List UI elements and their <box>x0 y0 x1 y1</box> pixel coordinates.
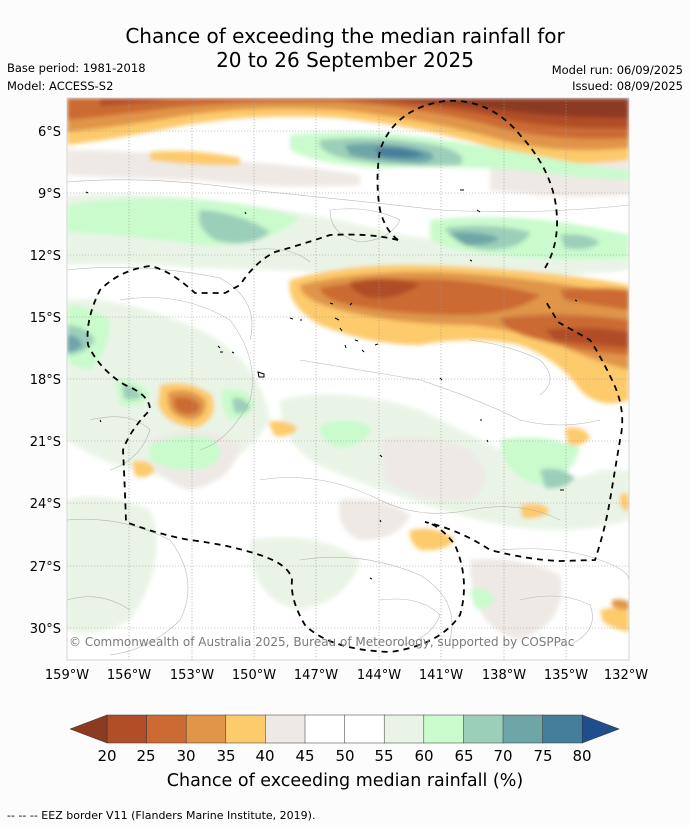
colorbar-title: Chance of exceeding median rainfall (%) <box>166 771 524 791</box>
lon-label: 156°W <box>107 668 151 683</box>
colorbar <box>69 714 620 744</box>
colorbar-tick: 30 <box>176 747 195 765</box>
colorbar-tick: 40 <box>255 747 274 765</box>
lat-label: 21°S <box>30 435 61 450</box>
colorbar-ticks: 20 25 30 35 40 45 50 55 60 65 70 75 80 <box>97 747 591 765</box>
lat-label: 12°S <box>30 249 61 264</box>
colorbar-tick: 20 <box>97 747 116 765</box>
colorbar-tick: 75 <box>533 747 552 765</box>
colorbar-tick: 60 <box>414 747 433 765</box>
copyright-notice: © Commonwealth of Australia 2025, Bureau… <box>69 635 574 649</box>
lon-label: 132°W <box>604 668 648 683</box>
colorbar-tick: 80 <box>572 747 591 765</box>
longitude-axis: 159°W 156°W 153°W 150°W 147°W 144°W 141°… <box>45 668 648 683</box>
lon-label: 150°W <box>232 668 276 683</box>
colorbar-max-arrow <box>581 714 620 744</box>
lon-label: 135°W <box>544 668 588 683</box>
colorbar-segment <box>304 714 346 744</box>
islands <box>85 189 578 580</box>
colorbar-tick: 35 <box>216 747 235 765</box>
gridlines <box>67 98 629 660</box>
base-period: Base period: 1981-2018 <box>7 61 146 75</box>
colorbar-segment <box>106 714 148 744</box>
colorbar-segment <box>344 714 385 744</box>
lon-label: 159°W <box>45 668 89 683</box>
colorbar-min-arrow <box>69 714 108 744</box>
colorbar-tick: 55 <box>374 747 393 765</box>
eez-border <box>86 99 624 653</box>
colorbar-tick: 65 <box>454 747 473 765</box>
colorbar-segment <box>542 714 583 744</box>
colorbar-segment <box>502 714 544 744</box>
latitude-axis: 6°S 9°S 12°S 15°S 18°S 21°S 24°S 27°S 30… <box>30 125 61 637</box>
lon-label: 147°W <box>294 668 338 683</box>
lat-label: 15°S <box>30 311 61 326</box>
colorbar-segment <box>423 714 465 744</box>
colorbar-segment <box>383 714 425 744</box>
colorbar-tick: 50 <box>335 747 354 765</box>
lon-label: 138°W <box>482 668 526 683</box>
title-line-2: 20 to 26 September 2025 <box>216 48 474 72</box>
lat-label: 24°S <box>30 497 61 512</box>
colorbar-segment <box>185 714 227 744</box>
colorbar-tick: 25 <box>136 747 155 765</box>
colorbar-segment <box>146 714 187 744</box>
model-run: Model run: 06/09/2025 <box>551 63 683 77</box>
lat-label: 9°S <box>38 187 61 202</box>
rainfall-field: © Commonwealth of Australia 2025, Bureau… <box>67 98 629 660</box>
colorbar-tick: 70 <box>493 747 512 765</box>
lat-label: 6°S <box>38 125 61 140</box>
lon-label: 153°W <box>170 668 214 683</box>
lon-label: 144°W <box>357 668 401 683</box>
lon-label: 141°W <box>419 668 463 683</box>
colorbar-segment <box>463 714 504 744</box>
lat-label: 27°S <box>30 560 61 575</box>
issued-date: Issued: 08/09/2025 <box>572 79 683 93</box>
eez-legend: -- -- -- EEZ border V11 (Flanders Marine… <box>7 809 316 822</box>
colorbar-tick: 45 <box>295 747 314 765</box>
lat-label: 30°S <box>30 622 61 637</box>
lat-label: 18°S <box>30 373 61 388</box>
title-line-1: Chance of exceeding the median rainfall … <box>125 24 565 48</box>
colorbar-segment <box>225 714 267 744</box>
colorbar-segment <box>265 714 306 744</box>
model-name: Model: ACCESS-S2 <box>7 79 114 93</box>
